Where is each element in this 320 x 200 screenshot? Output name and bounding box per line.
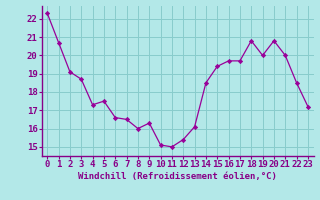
X-axis label: Windchill (Refroidissement éolien,°C): Windchill (Refroidissement éolien,°C) xyxy=(78,172,277,181)
